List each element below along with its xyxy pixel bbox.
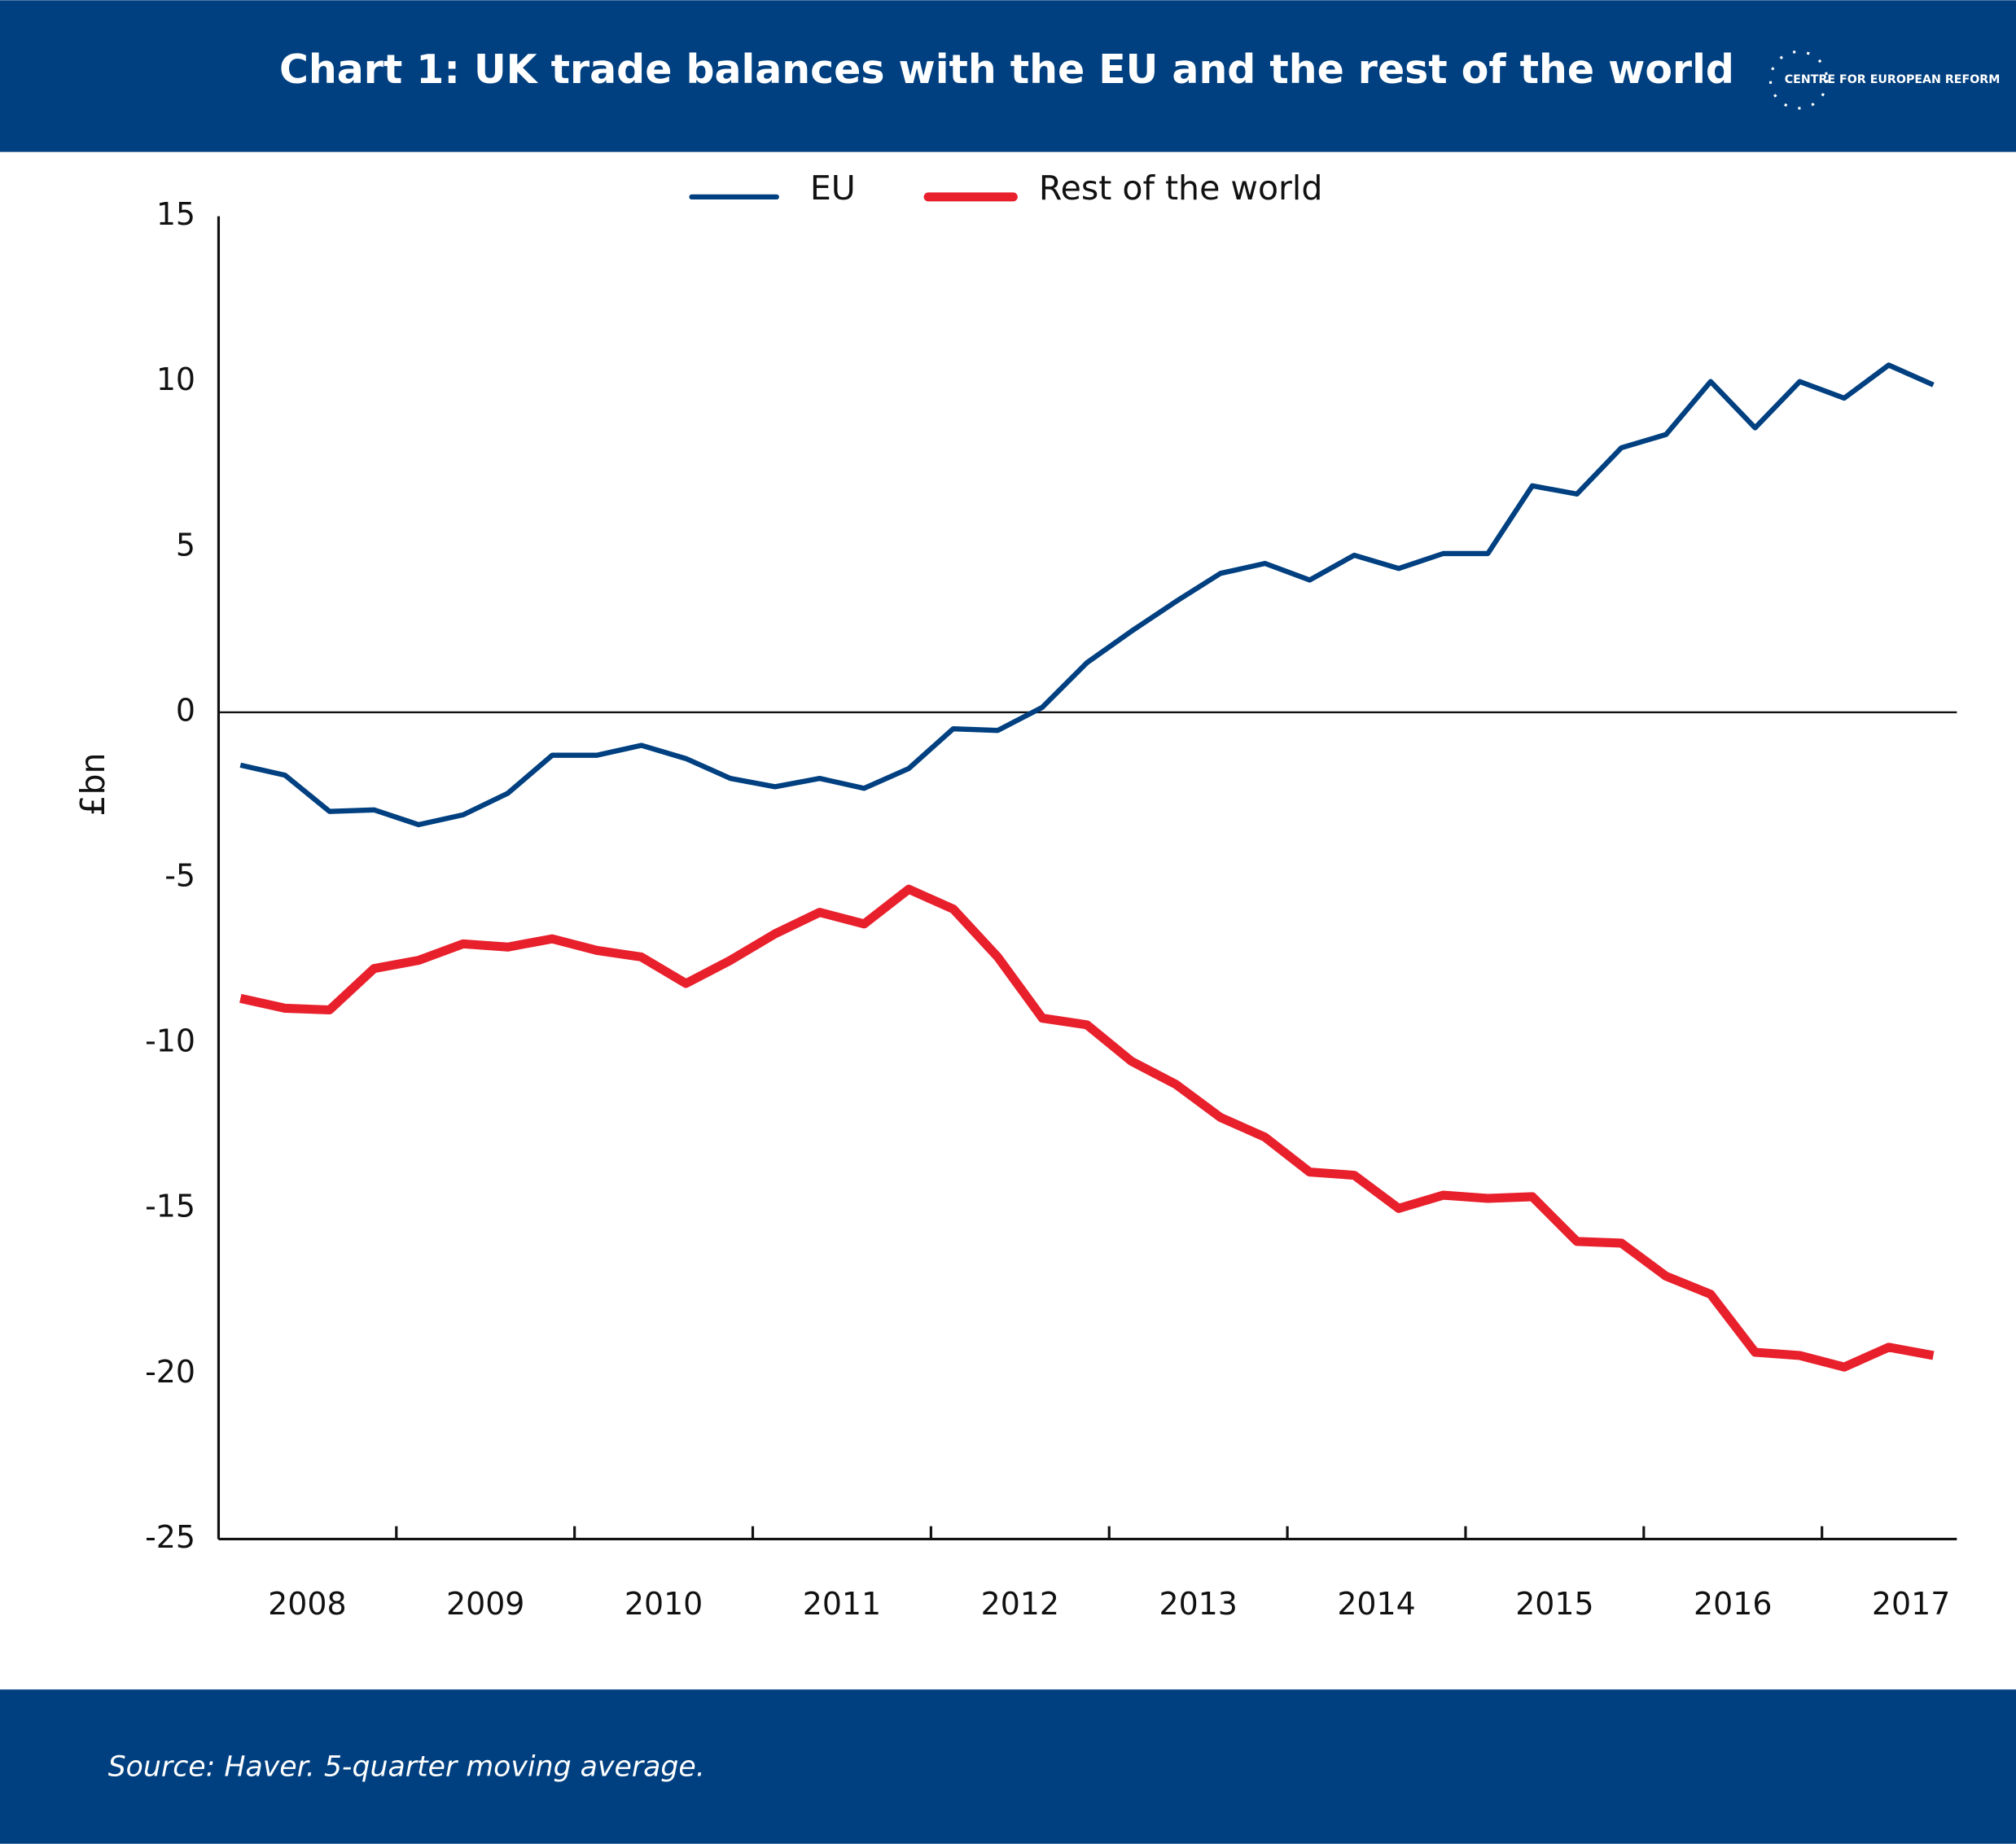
y-tick-label: 15 bbox=[156, 196, 195, 232]
y-tick-label: -20 bbox=[145, 1354, 195, 1390]
x-tick-label: 2012 bbox=[981, 1586, 1059, 1622]
x-tick-label: 2017 bbox=[1872, 1586, 1950, 1622]
x-tick-label: 2009 bbox=[446, 1586, 524, 1622]
y-tick-label: -5 bbox=[164, 858, 195, 894]
logo-stars bbox=[1768, 50, 1829, 110]
x-tick-label: 2010 bbox=[625, 1586, 703, 1622]
x-tick-label: 2015 bbox=[1515, 1586, 1593, 1622]
chart-title: Chart 1: UK trade balances with the EU a… bbox=[279, 46, 1734, 93]
footer-band bbox=[0, 1689, 2016, 1844]
y-tick-label: -10 bbox=[145, 1023, 195, 1059]
logo-text: CENTRE FOR EUROPEAN REFORM bbox=[1785, 73, 2001, 86]
y-tick-label: -15 bbox=[145, 1189, 195, 1224]
source-note: Source: Haver. 5-quarter moving average. bbox=[108, 1751, 705, 1784]
y-tick-label: 0 bbox=[176, 692, 195, 728]
x-tick-label: 2013 bbox=[1159, 1586, 1237, 1622]
y-tick-label: 5 bbox=[176, 527, 195, 563]
y-tick-label: 10 bbox=[156, 361, 195, 397]
x-tick-label: 2016 bbox=[1694, 1586, 1772, 1622]
x-tick-label: 2014 bbox=[1337, 1586, 1415, 1622]
legend-label: EU bbox=[810, 169, 856, 208]
x-tick-label: 2008 bbox=[268, 1586, 346, 1622]
logo: CENTRE FOR EUROPEAN REFORM bbox=[1768, 50, 2001, 110]
legend-label: Rest of the world bbox=[1039, 169, 1323, 208]
header-band bbox=[0, 0, 2016, 152]
series-line bbox=[239, 362, 1935, 828]
y-tick-label: -25 bbox=[145, 1519, 195, 1555]
y-axis-label: £bn bbox=[73, 752, 112, 816]
series-line bbox=[239, 884, 1935, 1372]
x-tick-label: 2011 bbox=[803, 1586, 881, 1622]
